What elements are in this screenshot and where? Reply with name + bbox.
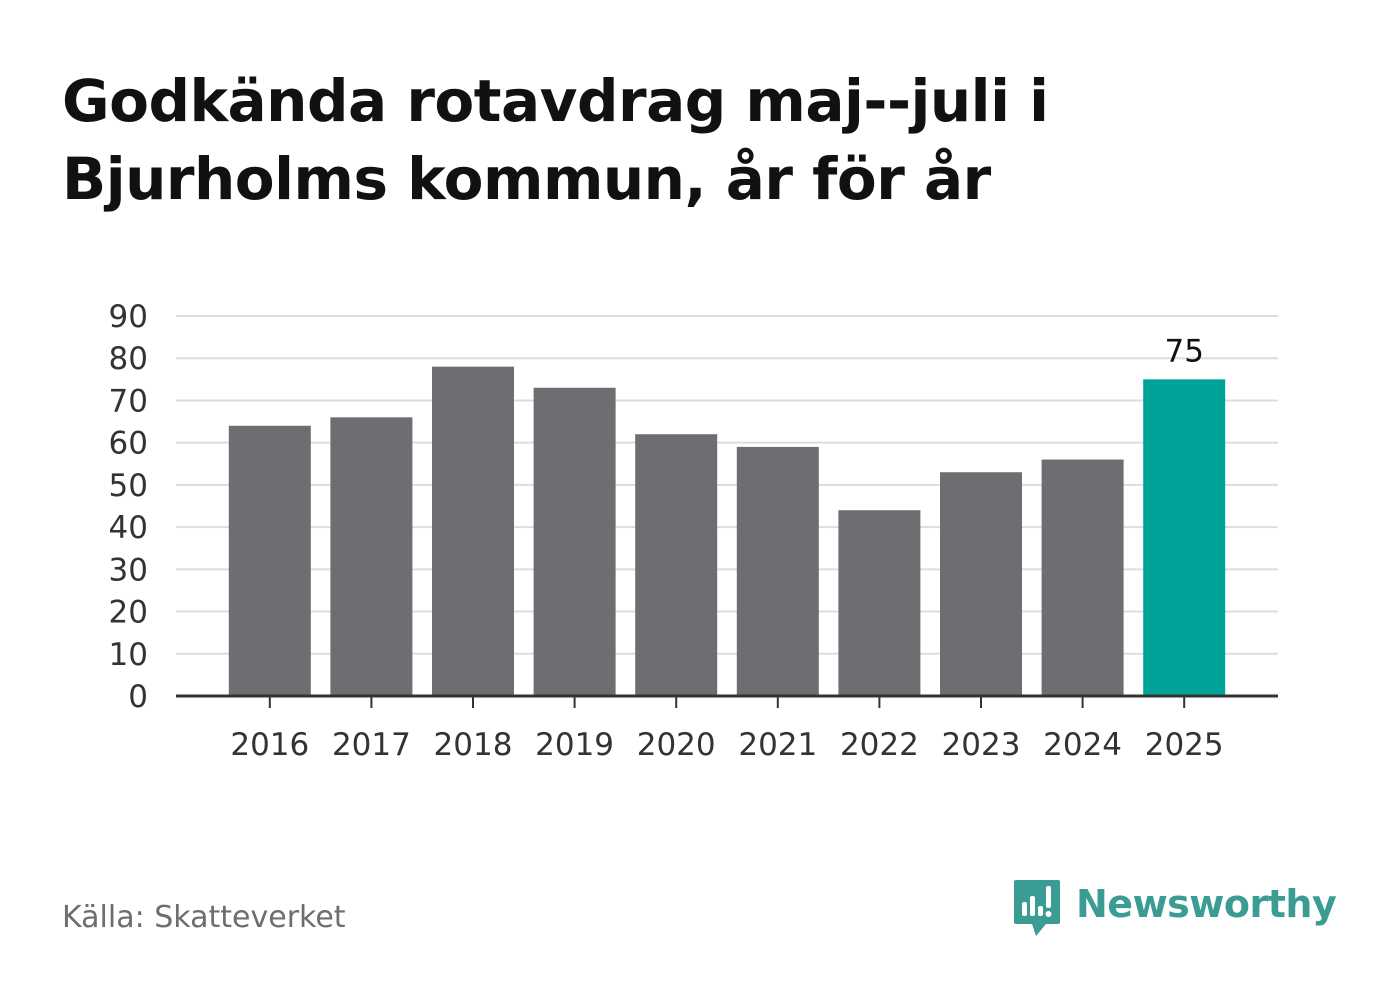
x-tick-label: 2020 <box>637 727 716 763</box>
x-tick-label: 2022 <box>840 727 919 763</box>
x-tick-label: 2025 <box>1145 727 1224 763</box>
x-tick-label: 2024 <box>1043 727 1122 763</box>
bar-2020 <box>635 434 718 696</box>
brand-name: Newsworthy <box>1076 882 1337 926</box>
y-tick-label: 20 <box>109 595 148 631</box>
x-tick-label: 2019 <box>535 727 614 763</box>
bar-2025 <box>1143 379 1226 696</box>
x-tick-label: 2021 <box>738 727 817 763</box>
bar-2023 <box>940 472 1022 696</box>
y-axis-tick-labels: 0 10 20 30 40 50 60 70 80 90 <box>109 299 148 715</box>
bar-2018 <box>432 366 514 696</box>
y-tick-label: 40 <box>109 510 148 546</box>
bars <box>228 366 1226 696</box>
y-tick-label: 60 <box>109 426 148 462</box>
brand: Newsworthy <box>1012 878 1337 940</box>
y-tick-label: 0 <box>128 679 148 715</box>
bar-2024 <box>1041 459 1124 696</box>
data-label: 75 <box>1164 333 1203 369</box>
bar-2017 <box>330 417 413 696</box>
source-note: Källa: Skatteverket <box>62 900 346 935</box>
chart-title-line-1: Godkända rotavdrag maj--juli i <box>62 67 1049 135</box>
y-tick-label: 50 <box>109 468 148 504</box>
x-tick-label: 2023 <box>942 727 1021 763</box>
chart-title: Godkända rotavdrag maj--juli i Bjurholms… <box>62 62 1162 218</box>
x-axis <box>176 694 1278 708</box>
bar-2019 <box>533 387 616 696</box>
x-tick-label: 2018 <box>434 727 513 763</box>
bar-chart: 0 10 20 30 40 50 60 70 80 90 2016 2017 2018 2019 2020… <box>109 299 1278 763</box>
y-tick-label: 80 <box>109 341 148 377</box>
bar-2016 <box>228 425 311 696</box>
data-labels: 75 <box>1164 333 1203 369</box>
y-tick-label: 30 <box>109 552 148 588</box>
y-tick-label: 10 <box>109 637 148 673</box>
x-tick-label: 2017 <box>332 727 411 763</box>
x-tick-label: 2016 <box>230 727 309 763</box>
chart-title-line-2: Bjurholms kommun, år för år <box>62 145 991 213</box>
newsworthy-logo-icon <box>1014 880 1060 936</box>
bar-2021 <box>736 446 819 696</box>
y-tick-label: 70 <box>109 383 148 419</box>
y-tick-label: 90 <box>109 299 148 335</box>
x-axis-tick-labels: 2016 2017 2018 2019 2020 2021 2022 2023 2024 2025 <box>230 727 1223 763</box>
bar-2022 <box>838 510 921 696</box>
